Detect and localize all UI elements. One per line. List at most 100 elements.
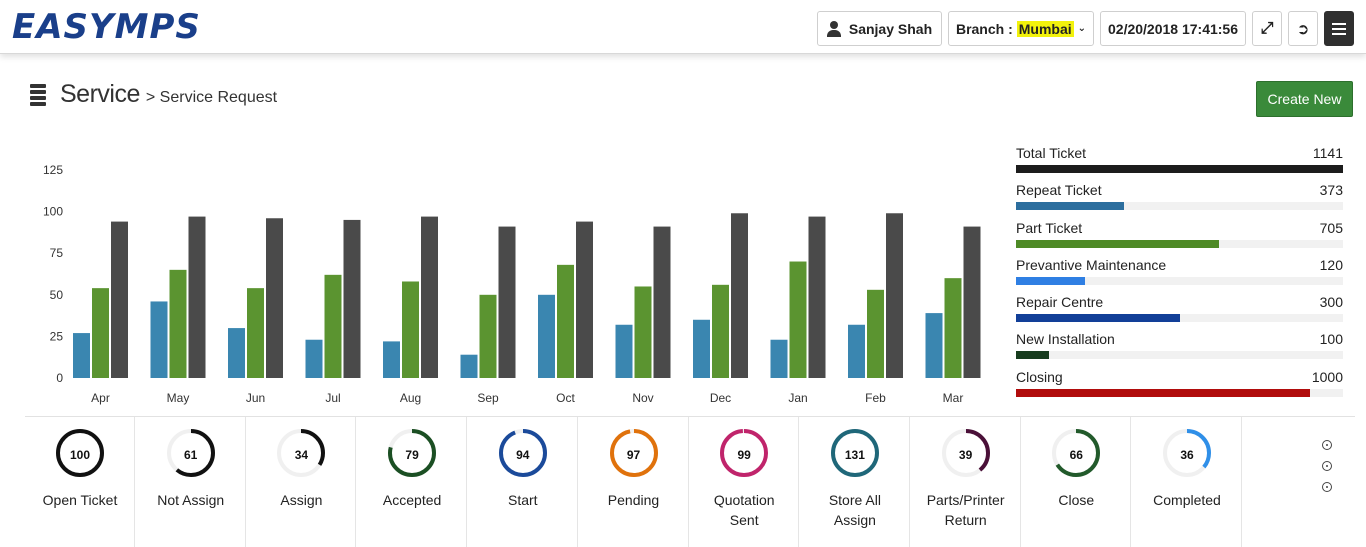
ticket-stat-value: 120 <box>1319 256 1343 273</box>
bar-feb-2[interactable] <box>886 213 903 378</box>
bar-jun-2[interactable] <box>266 218 283 378</box>
status-card[interactable]: 34 Assign <box>246 417 357 547</box>
status-card[interactable]: 97 Pending <box>579 417 689 547</box>
fullscreen-button[interactable]: ⤢ <box>1252 11 1282 46</box>
bar-sep-0[interactable] <box>460 354 478 378</box>
status-count: 66 <box>1069 448 1083 462</box>
branch-label: Branch : <box>955 20 1013 37</box>
logout-icon: ➲ <box>1296 20 1310 38</box>
status-count: 97 <box>626 448 641 462</box>
bar-feb-0[interactable] <box>848 324 865 378</box>
status-card[interactable]: 100 Open Ticket <box>25 417 135 547</box>
ticket-stat-label: Part Ticket <box>1016 219 1083 236</box>
breadcrumb[interactable]: > Service Request <box>145 88 278 106</box>
status-count: 131 <box>844 448 865 462</box>
bar-apr-2[interactable] <box>111 221 128 378</box>
ticket-stat-label: Prevantive Maintenance <box>1016 256 1167 273</box>
bar-dec-1[interactable] <box>712 284 729 378</box>
status-card[interactable]: 39 Parts/Printer Return <box>911 417 1021 547</box>
ticket-stat-row[interactable]: Prevantive Maintenance 120 <box>1016 257 1343 294</box>
bar-jan-1[interactable] <box>789 261 807 378</box>
status-summary-row: 100 Open Ticket 61 Not Assign 34 Assign 79 Acce… <box>25 416 1355 547</box>
bar-aug-1[interactable] <box>402 281 419 378</box>
user-menu-button[interactable]: Sanjay Shah <box>817 11 942 46</box>
status-card[interactable]: 61 Not Assign <box>136 417 246 547</box>
status-card[interactable]: 94 Start <box>468 417 578 547</box>
bar-mar-1[interactable] <box>944 278 962 378</box>
status-count: 39 <box>958 448 973 462</box>
progress-ring-icon <box>1163 429 1211 477</box>
progress-ring-icon <box>720 429 769 477</box>
bar-mar-0[interactable] <box>925 313 943 378</box>
ticket-stat-bar <box>1016 351 1049 360</box>
bar-apr-1[interactable] <box>92 288 109 378</box>
ticket-stat-row[interactable]: Repair Centre 300 <box>1016 294 1343 331</box>
bar-aug-0[interactable] <box>383 341 400 378</box>
bar-jul-0[interactable] <box>305 339 323 378</box>
bar-jun-0[interactable] <box>228 328 245 378</box>
ticket-stat-track <box>1016 239 1343 248</box>
menu-button[interactable] <box>1324 11 1354 46</box>
expand-icon: ⤢ <box>1260 19 1274 37</box>
ticket-stat-value: 1000 <box>1311 368 1343 385</box>
ticket-stat-label: Total Ticket <box>1016 145 1087 161</box>
ticket-stats-panel: Total Ticket 1141 Repeat Ticket 373 Part Tic… <box>1016 145 1343 406</box>
status-card[interactable]: 79 Accepted <box>357 417 468 547</box>
progress-ring-icon <box>56 429 104 477</box>
status-label: Start <box>508 492 538 508</box>
ticket-stat-row[interactable]: Total Ticket 1141 <box>1016 145 1343 182</box>
page-header: Service > Service Request <box>30 80 277 109</box>
progress-ring-icon <box>830 429 879 477</box>
bar-jul-2[interactable] <box>343 219 361 378</box>
logout-button[interactable]: ➲ <box>1288 11 1318 46</box>
status-card[interactable]: 99 Quotation Sent <box>689 417 800 547</box>
bar-jul-1[interactable] <box>324 274 342 378</box>
create-new-button[interactable]: Create New <box>1256 81 1353 117</box>
y-tick-label: 0 <box>56 371 63 385</box>
bar-oct-0[interactable] <box>538 294 555 378</box>
ticket-stat-value: 373 <box>1319 182 1343 199</box>
bar-oct-1[interactable] <box>557 264 574 378</box>
ticket-stat-track <box>1016 276 1343 285</box>
bar-jun-1[interactable] <box>247 288 264 378</box>
bar-may-0[interactable] <box>150 301 168 378</box>
bar-may-1[interactable] <box>169 269 187 378</box>
progress-ring-icon <box>1052 429 1101 477</box>
status-card[interactable]: 36 Completed <box>1132 417 1242 547</box>
bar-jan-0[interactable] <box>770 339 788 378</box>
bar-nov-1[interactable] <box>634 286 652 378</box>
status-count: 34 <box>294 448 309 462</box>
bar-sep-2[interactable] <box>498 226 516 378</box>
status-label: Not Assign <box>157 492 225 508</box>
user-icon <box>826 20 841 37</box>
ticket-stat-bar <box>1016 314 1180 323</box>
bar-jan-2[interactable] <box>808 216 826 378</box>
bar-may-2[interactable] <box>188 216 206 378</box>
ticket-stat-row[interactable]: New Installation 100 <box>1016 331 1343 368</box>
status-card[interactable]: 131 Store All Assign <box>800 417 910 547</box>
branch-selector[interactable]: Branch : Mumbai ⌄ <box>948 11 1094 46</box>
bar-aug-2[interactable] <box>421 216 438 378</box>
page-dot[interactable] <box>1322 461 1332 471</box>
page-dot[interactable] <box>1322 440 1332 450</box>
top-header: EASYMPS Sanjay Shah Branch : Mumbai ⌄ 02… <box>0 0 1366 54</box>
x-tick-label: Oct <box>556 391 575 405</box>
bar-nov-0[interactable] <box>615 324 633 378</box>
bar-feb-1[interactable] <box>867 289 884 378</box>
ticket-stat-track <box>1016 202 1343 211</box>
status-count: 36 <box>1180 448 1194 462</box>
app-logo[interactable]: EASYMPS <box>12 7 201 47</box>
bar-dec-0[interactable] <box>693 319 710 378</box>
ticket-stat-row[interactable]: Part Ticket 705 <box>1016 220 1343 257</box>
bar-mar-2[interactable] <box>963 226 981 378</box>
ticket-stat-bar <box>1016 239 1219 248</box>
page-dot[interactable] <box>1322 482 1332 492</box>
bar-sep-1[interactable] <box>479 294 497 378</box>
status-card[interactable]: 66 Close <box>1021 417 1132 547</box>
ticket-stat-row[interactable]: Repeat Ticket 373 <box>1016 182 1343 219</box>
ticket-stat-row[interactable]: Closing 1000 <box>1016 369 1343 406</box>
bar-oct-2[interactable] <box>576 221 593 378</box>
bar-nov-2[interactable] <box>653 226 671 378</box>
bar-apr-0[interactable] <box>73 333 90 378</box>
bar-dec-2[interactable] <box>731 213 748 378</box>
